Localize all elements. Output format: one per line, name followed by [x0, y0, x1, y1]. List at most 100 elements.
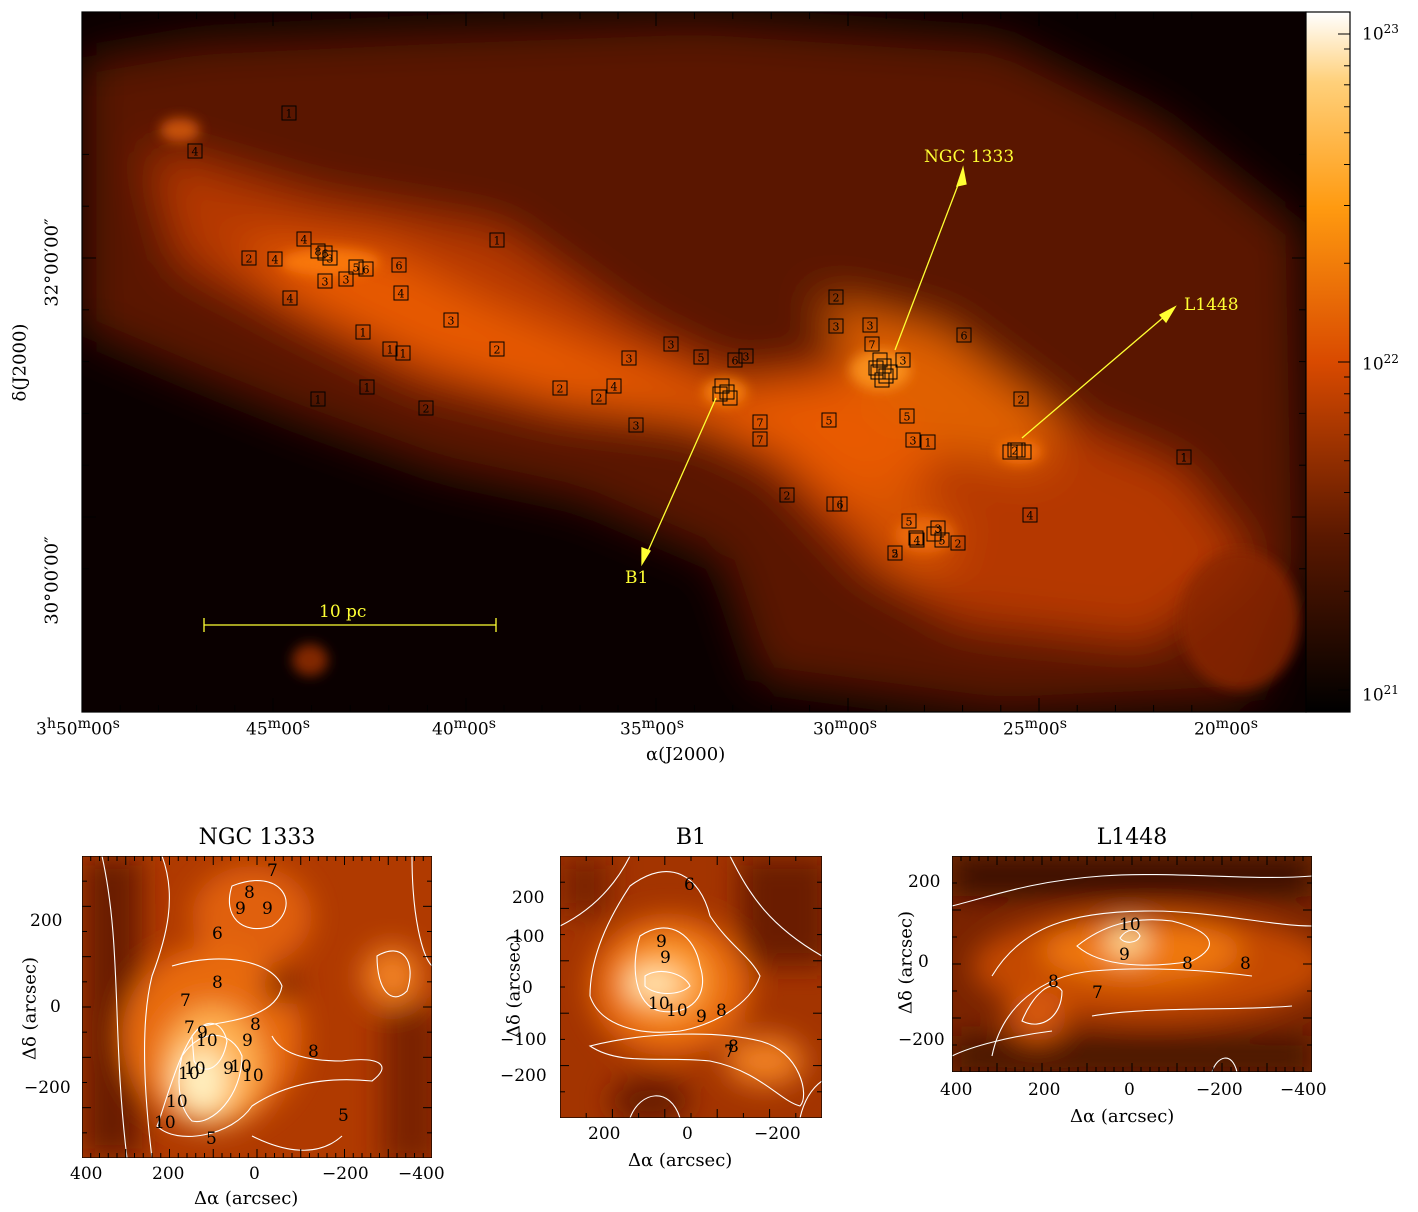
core-marker: 4 — [393, 285, 409, 301]
ngc1333-contour-label: 7 — [184, 1018, 195, 1038]
svg-text:3: 3 — [343, 274, 350, 287]
svg-text:1: 1 — [1181, 452, 1188, 465]
b1-contour-label: 8 — [728, 1037, 739, 1057]
svg-text:7: 7 — [757, 417, 764, 430]
core-marker — [722, 390, 738, 406]
l1448-xtick: −400 — [1280, 1080, 1327, 1100]
svg-text:6: 6 — [837, 499, 844, 512]
b1-contour-label: 7 — [724, 1042, 735, 1062]
svg-text:1: 1 — [1181, 452, 1188, 465]
core-marker: 3 — [621, 350, 637, 366]
core-marker: 2 — [950, 535, 966, 551]
core-marker: 2 — [1013, 391, 1029, 407]
core-marker: 6 — [391, 257, 407, 273]
ngc1333-contour-label: 5 — [338, 1106, 349, 1126]
l1448-xtick: −200 — [1196, 1080, 1243, 1100]
core-marker: 3 — [905, 432, 921, 448]
b1-ytick: −100 — [500, 1030, 547, 1050]
core-marker — [882, 364, 898, 380]
scale-bar-label: 10 pc — [319, 602, 366, 622]
svg-text:4: 4 — [272, 254, 279, 267]
core-marker: 4 — [296, 231, 312, 247]
ngc1333-arrow — [894, 171, 964, 351]
region-label-b1: B1 — [625, 568, 648, 588]
b1-xtick: 0 — [682, 1124, 693, 1144]
l1448-ytick: 0 — [918, 952, 929, 972]
core-marker: 3 — [443, 312, 459, 328]
l1448-xtick: 200 — [1028, 1080, 1061, 1100]
core-marker: 1 — [281, 105, 297, 121]
core-marker: 4 — [606, 378, 622, 394]
core-marker: 3 — [862, 317, 878, 333]
b1-contour-label: 6 — [684, 875, 695, 895]
core-marker: 1 — [395, 345, 411, 361]
ngc1333-contours — [101, 856, 432, 1158]
svg-text:5: 5 — [826, 415, 833, 428]
map-ticks — [81, 12, 1306, 712]
core-marker — [878, 368, 894, 384]
svg-text:3: 3 — [910, 435, 917, 448]
b1-xtick: 200 — [588, 1124, 621, 1144]
core-marker: 2 — [418, 400, 434, 416]
core-marker: 6 — [727, 352, 743, 368]
svg-text:2: 2 — [423, 403, 430, 416]
svg-text:6: 6 — [363, 264, 370, 277]
svg-text:7: 7 — [757, 434, 764, 447]
svg-text:1: 1 — [494, 235, 501, 248]
ngc1333-contour-label: 10 — [184, 1059, 206, 1079]
ngc1333-contour-label: 7 — [180, 991, 191, 1011]
core-marker: 1 — [382, 341, 398, 357]
ngc1333-contour-label: 5 — [206, 1129, 217, 1149]
l1448-contour-label: 8 — [1048, 972, 1059, 992]
svg-text:5: 5 — [353, 262, 360, 275]
ngc1333-contour-label: 8 — [244, 883, 255, 903]
panel-l1448-ylabel: Δδ (arcsec) — [895, 911, 917, 1014]
b1-arrow — [643, 397, 717, 561]
svg-text:3: 3 — [900, 355, 907, 368]
b1-ytick: 100 — [512, 927, 545, 947]
svg-text:5: 5 — [892, 548, 899, 561]
core-marker: 1 — [489, 232, 505, 248]
l1448-contour-label: 9 — [1119, 945, 1130, 965]
b1-contour-label: 10 — [666, 1001, 688, 1021]
b1-contour-label: 9 — [696, 1007, 707, 1027]
svg-text:3: 3 — [327, 253, 334, 266]
svg-text:3: 3 — [322, 276, 329, 289]
svg-text:2: 2 — [596, 392, 603, 405]
svg-text:2: 2 — [892, 548, 899, 561]
ngc1333-ytick: 200 — [30, 911, 63, 931]
core-marker: 4 — [282, 290, 298, 306]
core-marker: 2 — [779, 487, 795, 503]
svg-text:1: 1 — [286, 108, 293, 121]
ngc1333-ytick: 0 — [50, 997, 61, 1017]
l1448-ytick: −200 — [898, 1030, 945, 1050]
core-marker: 2 — [489, 341, 505, 357]
core-marker: 6 — [956, 327, 972, 343]
svg-text:5: 5 — [906, 516, 913, 529]
svg-text:1: 1 — [387, 344, 394, 357]
core-marker — [1010, 442, 1026, 458]
b1-contour-label: 9 — [660, 948, 671, 968]
core-marker: 3 — [828, 318, 844, 334]
ngc1333-xtick: 200 — [152, 1164, 185, 1184]
region-label-l1448: L1448 — [1184, 295, 1239, 315]
core-marker: 3 — [663, 336, 679, 352]
core-marker: 3 — [738, 348, 754, 364]
colorbar-ticks — [1338, 33, 1350, 691]
ngc1333-arrowhead — [956, 165, 967, 187]
b1-contour-label: 9 — [656, 932, 667, 952]
ngc1333-contour-label: 8 — [250, 1015, 261, 1035]
b1-ytick: 200 — [512, 888, 545, 908]
l1448-contour-label: 8 — [1240, 954, 1251, 974]
region-label-group: NGC 1333 L1448 B1 10 pc — [319, 147, 1239, 622]
l1448-arrow — [1021, 309, 1173, 439]
core-marker: 5 — [899, 408, 915, 424]
l1448-xtick: 0 — [1124, 1080, 1135, 1100]
ra-tick-1: 45m00s — [246, 716, 310, 740]
ngc1333-xtick: 400 — [70, 1164, 103, 1184]
svg-text:3: 3 — [935, 523, 942, 536]
ngc1333-contour-label: 7 — [267, 861, 278, 881]
